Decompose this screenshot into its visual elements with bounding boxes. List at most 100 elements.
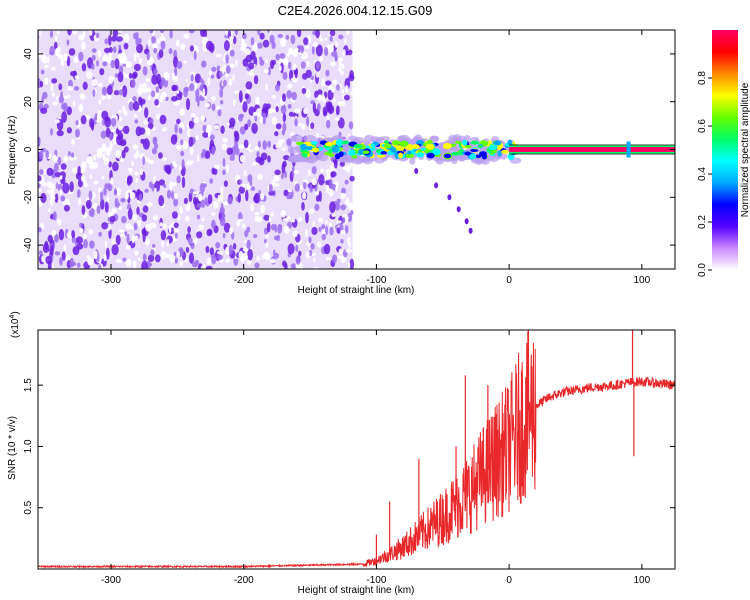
noise-cell (285, 228, 289, 235)
noise-cell (322, 106, 328, 115)
noise-cell (229, 36, 234, 40)
noise-cell (302, 191, 307, 200)
noise-cell (164, 164, 171, 174)
noise-cell (328, 222, 332, 227)
noise-cell (59, 189, 62, 195)
noise-cell (106, 85, 113, 96)
snr-series-line (38, 330, 675, 569)
noise-cell (63, 156, 69, 163)
noise-cell (178, 214, 181, 221)
noise-cell (274, 169, 281, 176)
noise-cell (273, 175, 279, 182)
noise-cell (272, 249, 276, 257)
noise-cell (311, 46, 315, 55)
noise-cell (315, 132, 320, 138)
noise-cell (60, 58, 65, 66)
noise-cell (334, 159, 338, 169)
snr-frame (37, 329, 676, 570)
noise-cell (189, 146, 194, 156)
noise-cell (172, 160, 177, 167)
noise-cell (102, 118, 106, 126)
noise-cell (165, 253, 171, 259)
noise-cell (255, 96, 260, 105)
noise-cell (222, 201, 229, 206)
noise-cell (257, 30, 261, 36)
noise-cell (154, 99, 159, 106)
noise-cell (154, 187, 157, 192)
noise-cell (49, 30, 54, 38)
noise-cell (315, 30, 320, 39)
colorbar-tick-label: 0.2 (697, 215, 708, 229)
noise-cell (349, 175, 355, 182)
noise-cell (239, 154, 246, 163)
noise-cell (259, 59, 265, 66)
noise-cell (156, 73, 162, 85)
noise-cell (163, 184, 167, 188)
noise-cell (171, 190, 174, 200)
noise-cell (118, 205, 122, 211)
noise-cell (76, 189, 81, 198)
noise-cell (215, 105, 221, 111)
signal-halo (353, 136, 365, 144)
noise-cell (184, 215, 190, 222)
noise-cell (51, 66, 56, 72)
noise-cell (187, 226, 191, 234)
noise-cell (49, 198, 54, 206)
noise-cell (134, 171, 139, 176)
noise-cell (93, 154, 97, 161)
noise-cell (170, 134, 178, 145)
noise-cell (40, 192, 47, 204)
noise-cell (187, 237, 193, 244)
noise-cell (42, 55, 48, 64)
noise-cell (185, 98, 191, 111)
noise-cell (96, 205, 101, 214)
noise-cell (246, 260, 252, 265)
signal-cell (488, 144, 497, 151)
noise-cell (111, 208, 118, 213)
noise-cell (169, 30, 173, 39)
noise-cell (247, 119, 252, 128)
snr-scale-exponent: 4 (9, 315, 16, 319)
noise-cell (290, 77, 296, 82)
noise-cell (176, 118, 181, 125)
noise-cell (77, 165, 81, 176)
noise-cell (219, 100, 224, 105)
noise-cell (173, 222, 179, 229)
noise-cell (316, 61, 320, 70)
noise-cell (298, 122, 302, 126)
noise-cell (257, 140, 261, 149)
noise-cell (257, 173, 263, 181)
noise-cell (70, 71, 76, 77)
noise-cell (265, 83, 268, 91)
noise-cell (63, 244, 67, 252)
noise-cell (318, 217, 324, 223)
noise-cell (243, 139, 249, 149)
colorbar: 0.0 0.2 0.4 0.6 0.8 Normalized spectral ampl… (697, 30, 750, 277)
noise-cell (190, 74, 194, 82)
noise-cell (54, 119, 60, 124)
noise-cell (118, 65, 124, 74)
noise-cell (200, 30, 205, 37)
noise-cell (165, 96, 169, 102)
noise-cell (312, 266, 319, 269)
signal-halo (291, 134, 304, 143)
noise-cell (286, 216, 292, 220)
signal-cell (324, 142, 334, 147)
noise-cell (183, 60, 187, 64)
noise-cell (159, 114, 167, 125)
noise-cell (321, 233, 326, 241)
noise-cell (294, 118, 298, 127)
noise-cell (79, 93, 86, 100)
noise-cell (71, 261, 77, 267)
noise-cell (151, 36, 156, 44)
signal-cell (331, 145, 339, 153)
noise-cell (334, 202, 341, 211)
noise-cell (318, 174, 325, 186)
noise-cell (85, 199, 92, 209)
noise-cell (251, 122, 258, 134)
noise-cell (317, 94, 322, 101)
chart-title: C2E4.2026.004.12.15.G09 (278, 3, 433, 18)
signal-cell (501, 149, 509, 154)
noise-cell (241, 38, 245, 44)
noise-cell (174, 192, 178, 200)
